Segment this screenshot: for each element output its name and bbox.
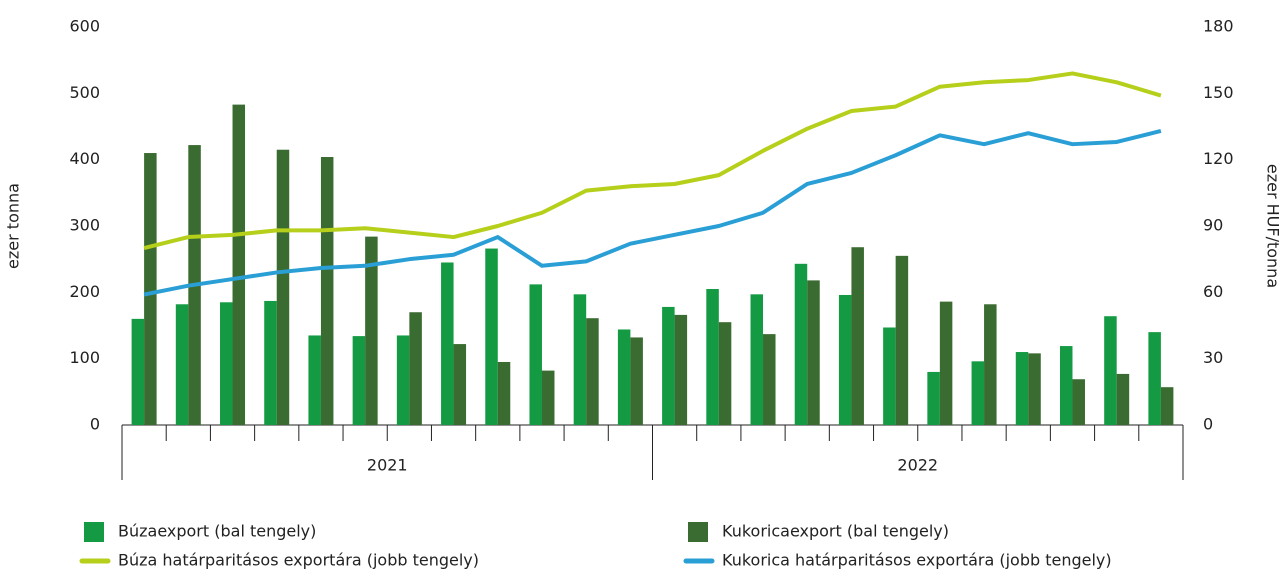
y-tick-label: 600 [69,17,100,36]
group-label: 2022 [897,456,938,475]
bar [674,314,688,425]
bar [365,236,378,425]
bar [1072,379,1085,425]
y2-tick-label: 120 [1203,149,1234,168]
bar [971,361,985,425]
legend-label: Kukoricaexport (bal tengely) [722,522,949,541]
bar [984,304,997,425]
y-tick-label: 300 [69,216,100,235]
bar [175,304,189,425]
y-tick-label: 200 [69,282,100,301]
line [143,128,1162,297]
legend-swatch [688,522,708,542]
bar [131,318,145,425]
y-tick-label: 400 [69,149,100,168]
bar [264,300,277,425]
y-tick-label: 500 [69,83,100,102]
bar [441,262,454,425]
bar [220,302,233,425]
bar [308,335,321,425]
bar [883,327,896,425]
bar [396,335,410,425]
y2-axis-label: ezer HUF/tonna [1264,164,1283,288]
bar [573,294,587,425]
legend-label: Búzaexport (bal tengely) [118,522,316,541]
bar [706,289,719,425]
bar [320,157,334,425]
bar [1015,352,1029,425]
y2-tick-label: 180 [1203,17,1234,36]
y2-tick-label: 150 [1203,83,1234,102]
bar [838,294,852,425]
bar [1160,387,1174,425]
bar [750,294,764,425]
legend-label: Búza határparitásos exportára (jobb teng… [118,551,479,570]
bar [409,312,422,425]
bar [276,149,290,425]
bar [662,306,675,425]
legend-label: Kukorica határparitásos exportára (jobb … [722,551,1112,570]
bar [232,104,246,426]
bar [939,301,953,425]
bar [1059,346,1073,425]
bar [1148,332,1161,425]
y2-tick-label: 90 [1203,216,1223,235]
bar [485,248,498,425]
bar [144,153,157,426]
y-axis-label: ezer tonna [4,183,23,269]
bar [497,361,511,425]
y-tick-label: 0 [90,415,100,434]
bar [529,284,542,425]
bar [630,337,643,425]
y2-tick-label: 0 [1203,415,1213,434]
bar [1116,373,1130,425]
bar [794,263,808,425]
line [143,71,1162,251]
bar [617,329,631,425]
group-label: 2021 [367,456,408,475]
bar [352,336,366,425]
y2-tick-label: 60 [1203,282,1223,301]
bar [763,334,776,425]
bar [1028,353,1041,425]
bar [453,344,467,425]
bar [718,322,732,425]
bar [895,255,909,425]
bar [927,371,940,425]
legend-swatch [84,522,104,542]
bar [807,280,820,425]
bar [586,318,599,425]
bar [1104,316,1117,425]
bar [541,370,555,425]
y2-tick-label: 30 [1203,348,1223,367]
bar [851,247,864,425]
y-tick-label: 100 [69,348,100,367]
